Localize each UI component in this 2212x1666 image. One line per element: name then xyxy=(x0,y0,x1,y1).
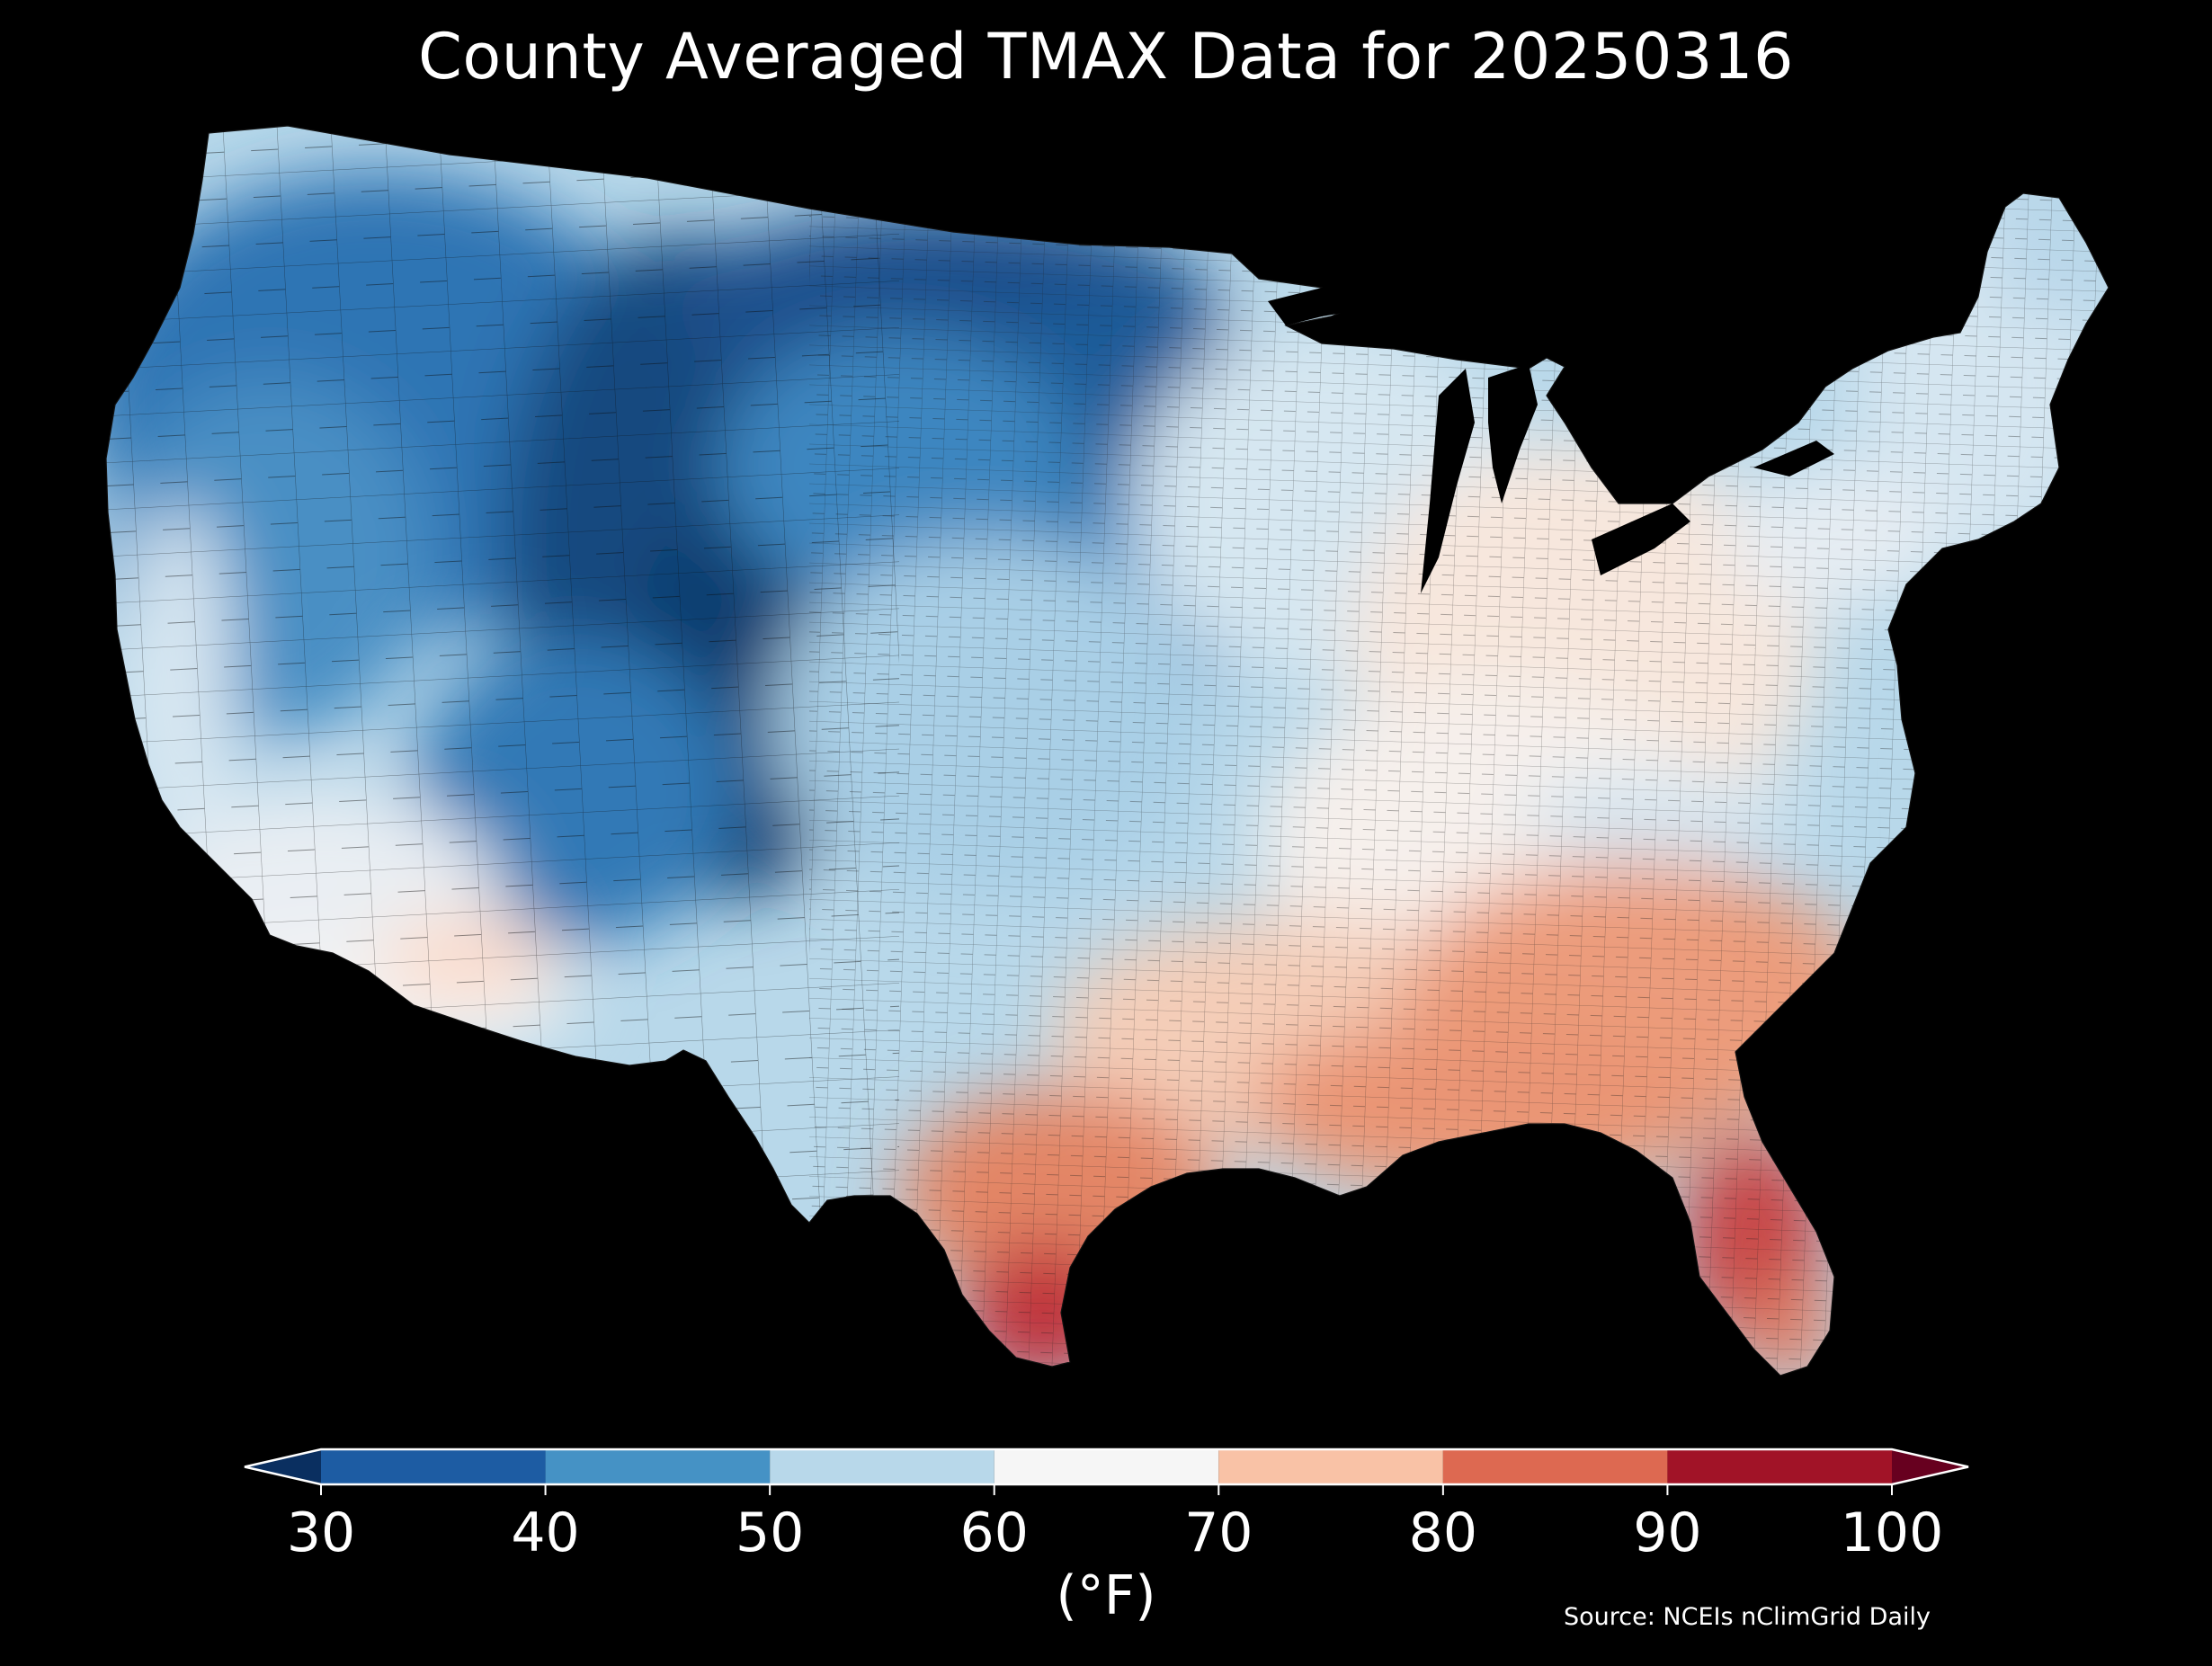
colorbar-extend-over xyxy=(1892,1449,1968,1484)
colorbar-tick-label: 30 xyxy=(286,1501,356,1564)
colorbar-bin xyxy=(770,1449,995,1484)
colorbar-tick-label: 90 xyxy=(1633,1501,1702,1564)
conus-tmax-map xyxy=(105,125,2109,1376)
colorbar-bin xyxy=(1442,1449,1668,1484)
colorbar-bin xyxy=(545,1449,771,1484)
colorbar-bin xyxy=(1218,1449,1443,1484)
colorbar-bin xyxy=(321,1449,546,1484)
colorbar-tick-label: 100 xyxy=(1840,1501,1944,1564)
colorbar-tick-label: 80 xyxy=(1408,1501,1478,1564)
colorbar-bin xyxy=(994,1449,1219,1484)
map-title: County Averaged TMAX Data for 20250316 xyxy=(417,20,1795,94)
colorbar-tick-label: 70 xyxy=(1184,1501,1253,1564)
colorbar-tick-label: 60 xyxy=(959,1501,1029,1564)
great-lakes xyxy=(1268,288,1834,593)
colorbar-tick-label: 40 xyxy=(511,1501,580,1564)
colorbar-extend-under xyxy=(245,1449,321,1484)
colorbar-tick-label: 50 xyxy=(735,1501,805,1564)
colorbar-unit-label: (°F) xyxy=(1056,1564,1156,1627)
source-credit: Source: NCEIs nClimGrid Daily xyxy=(1564,1603,1931,1631)
colorbar-bin xyxy=(1667,1449,1892,1484)
